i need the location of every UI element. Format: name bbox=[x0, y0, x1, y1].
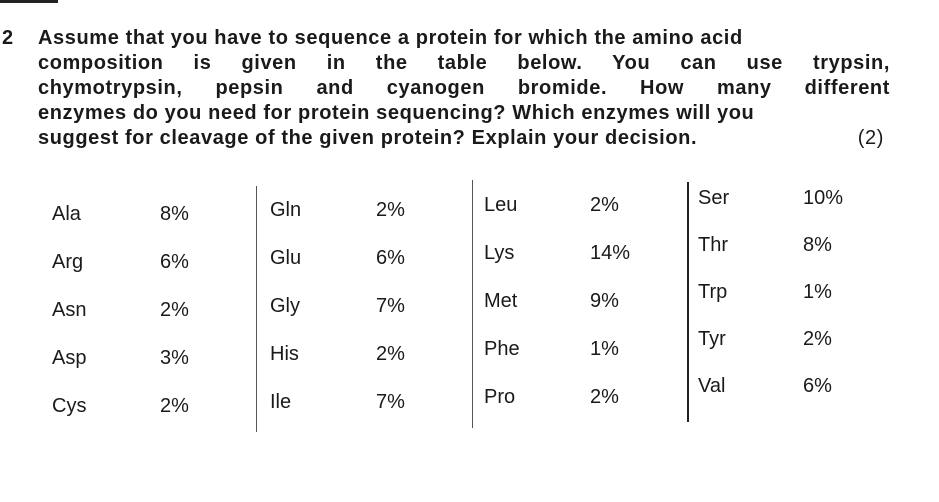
amino-acid-percentage: 2% bbox=[590, 194, 619, 216]
amino-acid-name: Ile bbox=[270, 391, 292, 413]
column-divider bbox=[256, 186, 257, 432]
amino-acid-percentage: 2% bbox=[376, 343, 405, 365]
question-line: chymotrypsin, pepsin and cyanogen bromid… bbox=[38, 77, 890, 99]
amino-acid-percentage: 2% bbox=[590, 386, 619, 408]
amino-acid-percentage: 7% bbox=[376, 391, 405, 413]
amino-acid-percentage: 6% bbox=[376, 247, 405, 269]
amino-acid-percentage: 1% bbox=[803, 281, 832, 303]
question-number: 2 bbox=[2, 27, 14, 49]
amino-acid-percentage: 1% bbox=[590, 338, 619, 360]
amino-acid-percentage: 8% bbox=[160, 203, 189, 225]
amino-acid-name: Ala bbox=[52, 203, 81, 225]
amino-acid-name: Phe bbox=[484, 338, 520, 360]
amino-acid-percentage: 8% bbox=[803, 234, 832, 256]
column-divider bbox=[472, 180, 473, 428]
column-divider bbox=[687, 182, 689, 422]
question-line: composition is given in the table below.… bbox=[38, 52, 890, 74]
amino-acid-percentage: 14% bbox=[590, 242, 631, 264]
amino-acid-name: Trp bbox=[698, 281, 728, 303]
amino-acid-name: His bbox=[270, 343, 299, 365]
question-marks: (2) bbox=[857, 127, 884, 149]
question-line: suggest for cleavage of the given protei… bbox=[38, 127, 698, 149]
amino-acid-percentage: 3% bbox=[160, 347, 189, 369]
amino-acid-percentage: 2% bbox=[803, 328, 832, 350]
top-border-line bbox=[0, 0, 58, 3]
amino-acid-name: Glu bbox=[270, 247, 302, 269]
amino-acid-percentage: 6% bbox=[160, 251, 189, 273]
amino-acid-percentage: 2% bbox=[160, 395, 189, 417]
amino-acid-name: Arg bbox=[52, 251, 84, 273]
amino-acid-name: Thr bbox=[698, 234, 728, 256]
amino-acid-name: Pro bbox=[484, 386, 516, 408]
amino-acid-percentage: 10% bbox=[803, 187, 844, 209]
question-line: enzymes do you need for protein sequenci… bbox=[38, 102, 755, 124]
amino-acid-name: Ser bbox=[698, 187, 730, 209]
question-text: Assume that you have to sequence a prote… bbox=[38, 26, 890, 151]
amino-acid-name: Lys bbox=[484, 242, 515, 264]
amino-acid-name: Met bbox=[484, 290, 518, 312]
amino-acid-name: Asp bbox=[52, 347, 87, 369]
amino-acid-name: Cys bbox=[52, 395, 87, 417]
question-last-line: suggest for cleavage of the given protei… bbox=[38, 126, 890, 151]
amino-acid-name: Gly bbox=[270, 295, 300, 317]
amino-acid-name: Tyr bbox=[698, 328, 726, 350]
amino-acid-name: Val bbox=[698, 375, 726, 397]
amino-acid-percentage: 6% bbox=[803, 375, 832, 397]
amino-acid-name: Leu bbox=[484, 194, 518, 216]
amino-acid-percentage: 2% bbox=[160, 299, 189, 321]
question-line: Assume that you have to sequence a prote… bbox=[38, 27, 743, 49]
amino-acid-percentage: 9% bbox=[590, 290, 619, 312]
amino-acid-name: Asn bbox=[52, 299, 87, 321]
amino-acid-percentage: 7% bbox=[376, 295, 405, 317]
amino-acid-name: Gln bbox=[270, 199, 302, 221]
amino-acid-percentage: 2% bbox=[376, 199, 405, 221]
